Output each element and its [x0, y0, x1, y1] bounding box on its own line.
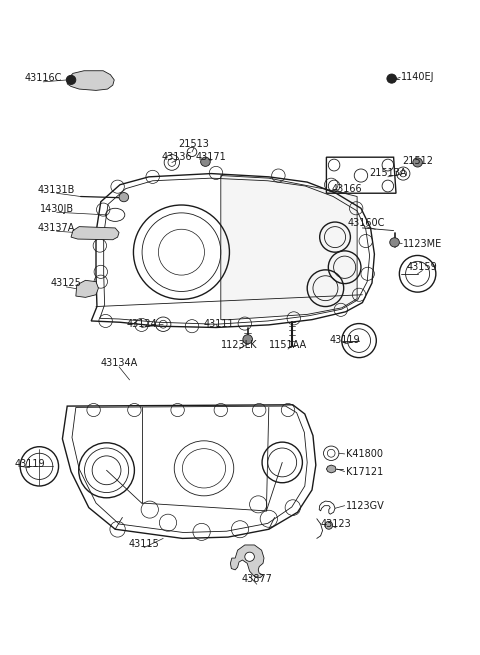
- Text: 43119: 43119: [14, 459, 45, 469]
- Text: K17121: K17121: [346, 466, 383, 477]
- Text: 43124: 43124: [126, 319, 157, 329]
- Text: 43125: 43125: [51, 278, 82, 288]
- Polygon shape: [221, 176, 357, 320]
- Text: 1430JB: 1430JB: [39, 204, 74, 214]
- Text: 43123: 43123: [321, 519, 351, 529]
- Text: 1123ME: 1123ME: [403, 238, 443, 249]
- Ellipse shape: [201, 157, 210, 166]
- Ellipse shape: [119, 193, 129, 202]
- Text: 43171: 43171: [196, 152, 227, 162]
- Polygon shape: [76, 280, 98, 297]
- Ellipse shape: [325, 521, 333, 529]
- Text: 43119: 43119: [329, 335, 360, 345]
- Text: 43136: 43136: [161, 152, 192, 162]
- Polygon shape: [67, 71, 114, 90]
- Text: 21513: 21513: [179, 140, 209, 149]
- Text: 43115: 43115: [129, 539, 159, 549]
- Text: 43116C: 43116C: [24, 73, 62, 83]
- Ellipse shape: [243, 335, 252, 344]
- Ellipse shape: [66, 75, 76, 84]
- Text: 43134A: 43134A: [100, 358, 138, 368]
- Text: 1140EJ: 1140EJ: [401, 72, 435, 83]
- Polygon shape: [230, 545, 264, 578]
- Text: 21512: 21512: [402, 156, 433, 166]
- Text: 43111: 43111: [203, 319, 234, 329]
- Ellipse shape: [387, 74, 396, 83]
- Text: 43160C: 43160C: [347, 218, 384, 228]
- Text: 1151AA: 1151AA: [269, 341, 307, 350]
- Text: 43159: 43159: [407, 262, 438, 272]
- Text: 43877: 43877: [241, 574, 272, 584]
- Ellipse shape: [390, 238, 399, 247]
- Text: 1123LK: 1123LK: [221, 341, 257, 350]
- Ellipse shape: [413, 158, 422, 167]
- Text: 43166: 43166: [331, 184, 362, 194]
- Text: 43131B: 43131B: [38, 185, 75, 195]
- Polygon shape: [326, 465, 336, 473]
- Text: K41800: K41800: [346, 449, 383, 459]
- Ellipse shape: [245, 552, 254, 561]
- Text: 1123GV: 1123GV: [346, 500, 384, 511]
- Text: 21513A: 21513A: [369, 168, 407, 178]
- Polygon shape: [71, 227, 119, 240]
- Text: 43137A: 43137A: [38, 223, 75, 233]
